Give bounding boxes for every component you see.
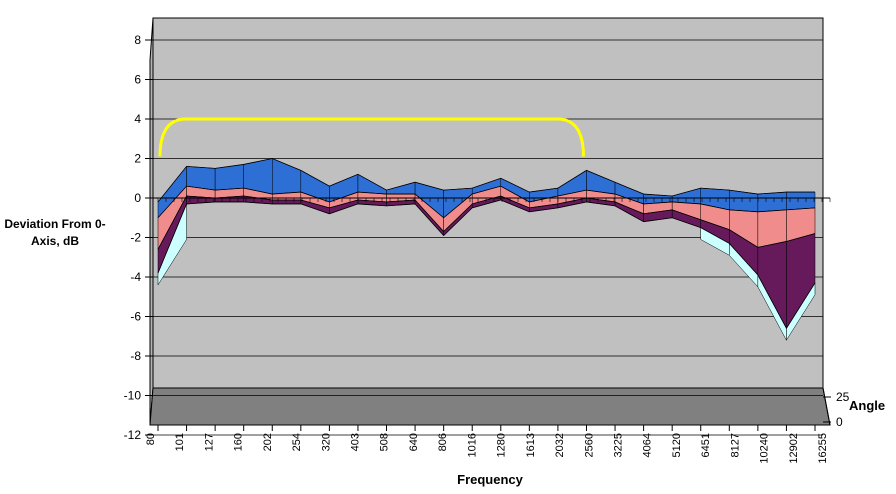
x-tick-label: 2560 [583,433,595,457]
x-tick-label: 16255 [817,433,829,464]
x-tick-marks [149,198,831,431]
y-tick-label: -2 [130,231,141,245]
x-tick-label: 254 [291,433,303,451]
z-tick-label: 0 [836,415,843,429]
x-tick-label: 5120 [671,433,683,457]
x-axis: 80 101 127 160 202 254 320 403 508 640 806 1016 1280… [145,433,829,464]
x-tick-label: 202 [262,433,274,451]
y-tick-label: 4 [134,112,141,126]
y-tick-label: -4 [130,270,141,284]
surface-band-10-20-segment [757,209,787,248]
y-tick-label: -8 [130,349,141,363]
y-tick-label: -12 [124,428,142,442]
chart-floor [149,387,831,426]
series-line-10 [157,185,816,219]
x-tick-label: 1613 [525,433,537,457]
z-axis: 25 0 [822,387,850,429]
y-tick-label: 8 [134,33,141,47]
surface-band-0-10-segment [214,164,244,191]
x-tick-label: 320 [320,433,332,451]
y-axis-title: Deviation From 0-Axis, dB [4,217,106,248]
surface-band-0-10-segment [786,191,816,211]
z-tick-label: 25 [836,390,850,404]
x-tick-label: 160 [233,433,245,451]
x-tick-label: 12902 [788,433,800,464]
y-tick-label: -6 [130,310,141,324]
x-tick-label: 101 [174,433,186,451]
y-axis: 8 6 4 2 0 -2 -4 -6 -8 -10 -12 [124,33,153,442]
x-tick-label: 4064 [642,433,654,457]
series-line-25 [157,199,816,330]
x-tick-label: 3225 [612,433,624,457]
x-tick-label: 403 [350,433,362,451]
x-tick-label: 1016 [466,433,478,457]
x-tick-label: 10240 [759,433,771,464]
x-tick-label: 6451 [700,433,712,457]
y-tick-label: 2 [134,152,141,166]
x-tick-label: 8127 [729,433,741,457]
x-tick-label: 640 [408,433,420,451]
series-line-20 [157,195,816,250]
x-tick-label: 80 [145,433,157,445]
z-axis-line [822,387,831,426]
y-tick-label: 0 [134,191,141,205]
series-line-0 [157,158,815,203]
y-tick-label: -10 [124,389,142,403]
surface-band-20-25-segment [272,199,302,205]
x-axis-title: Frequency [457,472,523,487]
yellow-bracket-annotation [158,117,585,157]
surface-layer [157,158,816,342]
x-tick-label: 806 [437,433,449,451]
x-tick-label: 127 [203,433,215,451]
x-tick-label: 2032 [554,433,566,457]
y-tick-label: 6 [134,73,141,87]
x-tick-label: 1280 [496,433,508,457]
z-axis-title: Angle [849,398,886,413]
x-tick-label: 508 [379,433,391,451]
